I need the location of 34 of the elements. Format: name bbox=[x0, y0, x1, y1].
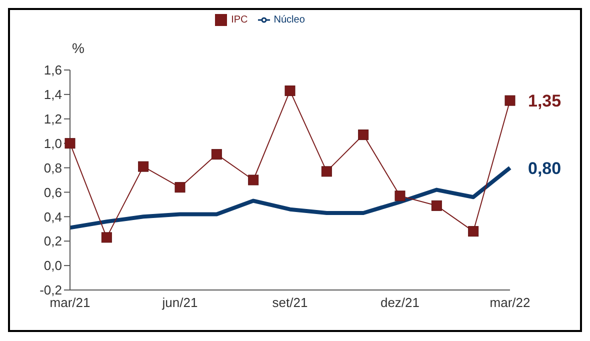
y-tick-label: 1,6 bbox=[44, 62, 62, 78]
annotation: 1,35 bbox=[528, 92, 562, 111]
x-tick-label: set/21 bbox=[272, 295, 308, 310]
point bbox=[431, 200, 442, 211]
point bbox=[504, 95, 516, 106]
y-tick-label: 1,0 bbox=[44, 136, 62, 151]
point bbox=[468, 226, 479, 237]
y-tick-label: 1,2 bbox=[44, 112, 62, 127]
legend-label: IPC bbox=[231, 14, 248, 26]
y-tick-label: 0,4 bbox=[44, 209, 62, 224]
x-tick-label: mar/22 bbox=[490, 295, 530, 310]
point bbox=[284, 86, 296, 96]
point bbox=[248, 174, 259, 186]
annotation: 0,80 bbox=[528, 158, 562, 178]
y-tick-label: 0,2 bbox=[44, 234, 62, 249]
point bbox=[358, 130, 369, 140]
point bbox=[138, 161, 149, 172]
point bbox=[64, 138, 76, 149]
y-tick-label: 0,6 bbox=[44, 184, 62, 200]
line-series bbox=[68, 166, 512, 230]
x-tick-label: jun/21 bbox=[161, 295, 198, 310]
legend-label: Núcleo bbox=[274, 14, 305, 26]
y-tick-label: 0,0 bbox=[44, 258, 62, 274]
y-tick-label: -0,2 bbox=[40, 282, 62, 298]
point bbox=[174, 182, 186, 193]
point bbox=[394, 190, 406, 202]
point bbox=[211, 149, 222, 160]
y-axis-title: % bbox=[72, 40, 84, 56]
point bbox=[101, 232, 112, 243]
point bbox=[321, 166, 332, 177]
y-tick-label: 0,8 bbox=[44, 160, 62, 176]
y-tick-label: 1,4 bbox=[44, 87, 62, 102]
x-tick-label: dez/21 bbox=[380, 295, 420, 310]
x-tick-label: mar/21 bbox=[50, 295, 90, 310]
